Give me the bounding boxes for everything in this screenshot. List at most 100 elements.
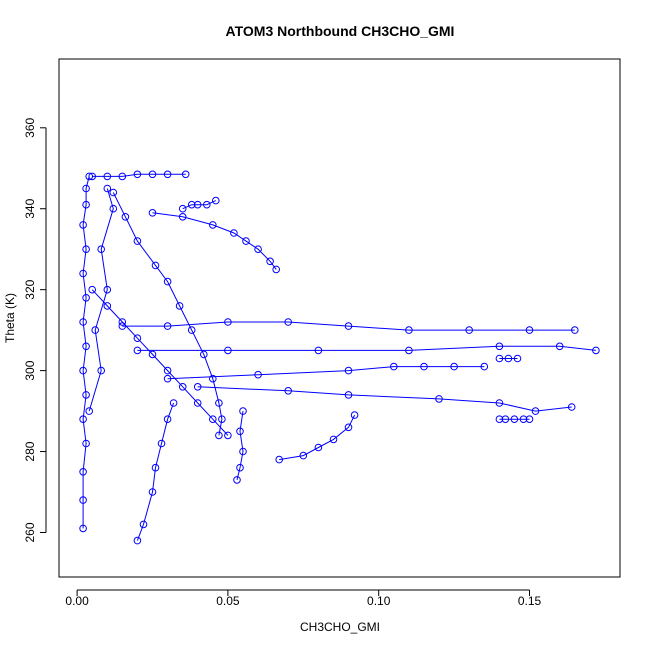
- data-point: [480, 362, 489, 371]
- data-series: [193, 383, 576, 415]
- data-point: [299, 451, 308, 460]
- data-point: [284, 387, 293, 395]
- x-tick-label: 0.10: [367, 594, 391, 608]
- y-axis: 260 280 300 320 340 360: [23, 117, 47, 543]
- data-point: [266, 257, 274, 266]
- data-point: [163, 366, 172, 375]
- data-point: [284, 318, 293, 326]
- data-point: [82, 342, 90, 351]
- x-tick-label: 0.05: [216, 594, 240, 608]
- data-series: [88, 170, 190, 181]
- data-point: [193, 200, 202, 209]
- data-point: [148, 170, 157, 179]
- data-point: [236, 463, 244, 472]
- data-point: [344, 366, 353, 375]
- data-point: [504, 354, 513, 363]
- data-series: [133, 342, 600, 355]
- data-point: [133, 170, 142, 179]
- data-point: [79, 318, 87, 326]
- y-tick-label: 280: [23, 441, 37, 461]
- data-point: [88, 285, 96, 294]
- data-point: [82, 294, 90, 302]
- data-series: [118, 318, 579, 334]
- y-tick-label: 260: [23, 522, 37, 542]
- data-point: [157, 439, 166, 448]
- data-point: [344, 423, 353, 432]
- data-point: [79, 468, 87, 476]
- data-point: [239, 407, 247, 415]
- data-point: [82, 200, 90, 209]
- series-line: [82, 176, 90, 529]
- y-tick-label: 360: [23, 117, 37, 137]
- data-point: [272, 265, 281, 274]
- data-point: [344, 322, 353, 330]
- data-point: [314, 443, 323, 452]
- data-point: [103, 184, 112, 193]
- data-point: [88, 172, 96, 181]
- y-tick-label: 320: [23, 279, 37, 299]
- data-point: [148, 488, 157, 496]
- data-point: [91, 326, 99, 334]
- data-point: [495, 399, 504, 407]
- data-point: [420, 362, 428, 371]
- data-point: [118, 172, 127, 181]
- data-point: [236, 427, 244, 436]
- data-point: [151, 463, 160, 472]
- data-point: [79, 524, 87, 533]
- data-point: [344, 391, 353, 399]
- data-point: [133, 346, 142, 355]
- data-point: [139, 520, 148, 529]
- data-series: [148, 209, 281, 274]
- x-axis-label: CH3CHO_GMI: [300, 620, 380, 634]
- data-layer: [79, 170, 600, 545]
- data-point: [187, 200, 196, 209]
- x-tick-label: 0.15: [518, 594, 542, 608]
- data-point: [233, 476, 241, 484]
- data-point: [193, 383, 202, 391]
- data-series: [495, 354, 522, 363]
- data-point: [103, 302, 112, 310]
- data-point: [501, 415, 510, 424]
- data-point: [450, 362, 458, 371]
- data-point: [531, 407, 540, 415]
- data-point: [163, 277, 172, 286]
- data-point: [329, 435, 338, 444]
- data-point: [193, 399, 202, 407]
- data-point: [275, 455, 284, 464]
- data-point: [175, 302, 184, 310]
- data-point: [224, 431, 232, 440]
- data-point: [224, 318, 232, 326]
- series-line: [112, 192, 223, 436]
- data-point: [495, 415, 504, 424]
- x-tick-label: 0.00: [65, 594, 89, 608]
- data-point: [97, 245, 105, 253]
- series-line: [122, 321, 575, 331]
- data-point: [163, 170, 172, 179]
- data-point: [390, 362, 398, 371]
- data-point: [239, 447, 247, 456]
- data-point: [513, 354, 522, 363]
- data-point: [118, 318, 127, 326]
- data-series: [88, 285, 232, 440]
- data-series: [495, 415, 534, 424]
- data-point: [79, 366, 87, 375]
- data-point: [592, 346, 600, 355]
- data-point: [203, 200, 211, 209]
- data-point: [121, 213, 130, 221]
- y-tick-label: 300: [23, 360, 37, 380]
- data-point: [218, 415, 226, 424]
- data-point: [79, 269, 87, 278]
- data-point: [519, 415, 528, 424]
- data-series: [79, 172, 93, 533]
- chart-title: ATOM3 Northbound CH3CHO_GMI: [226, 23, 455, 39]
- data-series: [178, 196, 220, 213]
- data-point: [200, 350, 208, 359]
- data-point: [133, 334, 142, 343]
- data-point: [495, 342, 504, 351]
- data-point: [79, 415, 87, 424]
- series-line: [167, 366, 485, 380]
- data-point: [148, 209, 157, 217]
- data-point: [187, 326, 196, 334]
- data-point: [148, 350, 157, 359]
